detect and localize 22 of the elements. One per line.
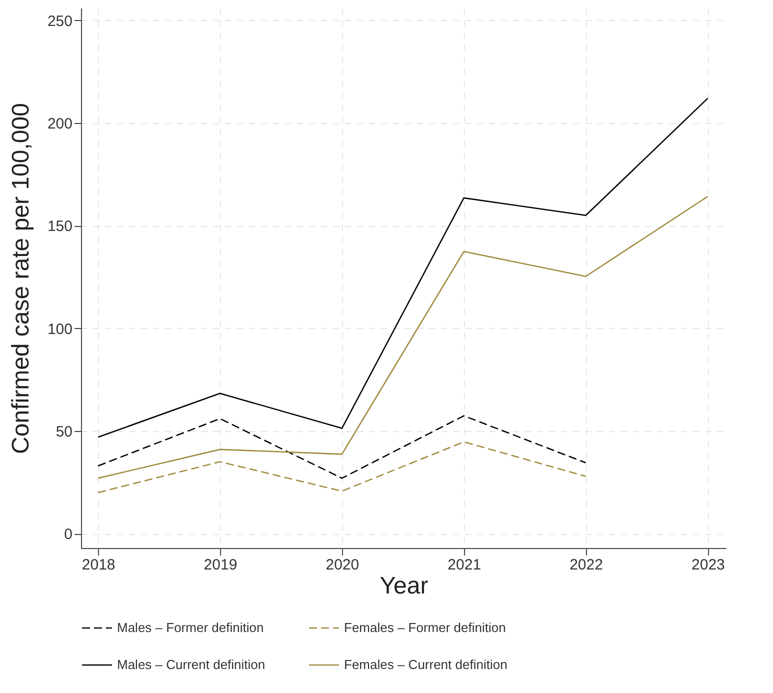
x-axis-title: Year [380, 572, 428, 600]
y-tick-label: 250 [47, 12, 72, 30]
legend-label: Females – Current definition [344, 657, 508, 672]
y-axis-title: Confirmed case rate per 100,000 [7, 103, 34, 454]
y-tick-label: 200 [47, 115, 72, 132]
y-tick-label: 150 [47, 218, 72, 236]
line-series [97, 441, 586, 494]
line-series [97, 415, 586, 479]
legend-label: Males – Current definition [117, 657, 266, 672]
x-tick-label: 2021 [448, 556, 482, 574]
x-tick-label: 2022 [570, 556, 603, 574]
y-tick-label: 50 [56, 423, 72, 440]
x-tick-label: 2018 [82, 556, 116, 574]
legend-label: Females – Former definition [344, 620, 506, 635]
y-tick-label: 0 [64, 526, 72, 544]
x-tick-label: 2020 [326, 556, 360, 574]
line-series [97, 98, 708, 438]
x-tick-label: 2023 [692, 556, 725, 574]
y-tick-label: 100 [47, 320, 72, 338]
line-series [97, 196, 708, 479]
x-tick-label: 2019 [204, 556, 238, 574]
legend-label: Males – Former definition [117, 620, 264, 635]
